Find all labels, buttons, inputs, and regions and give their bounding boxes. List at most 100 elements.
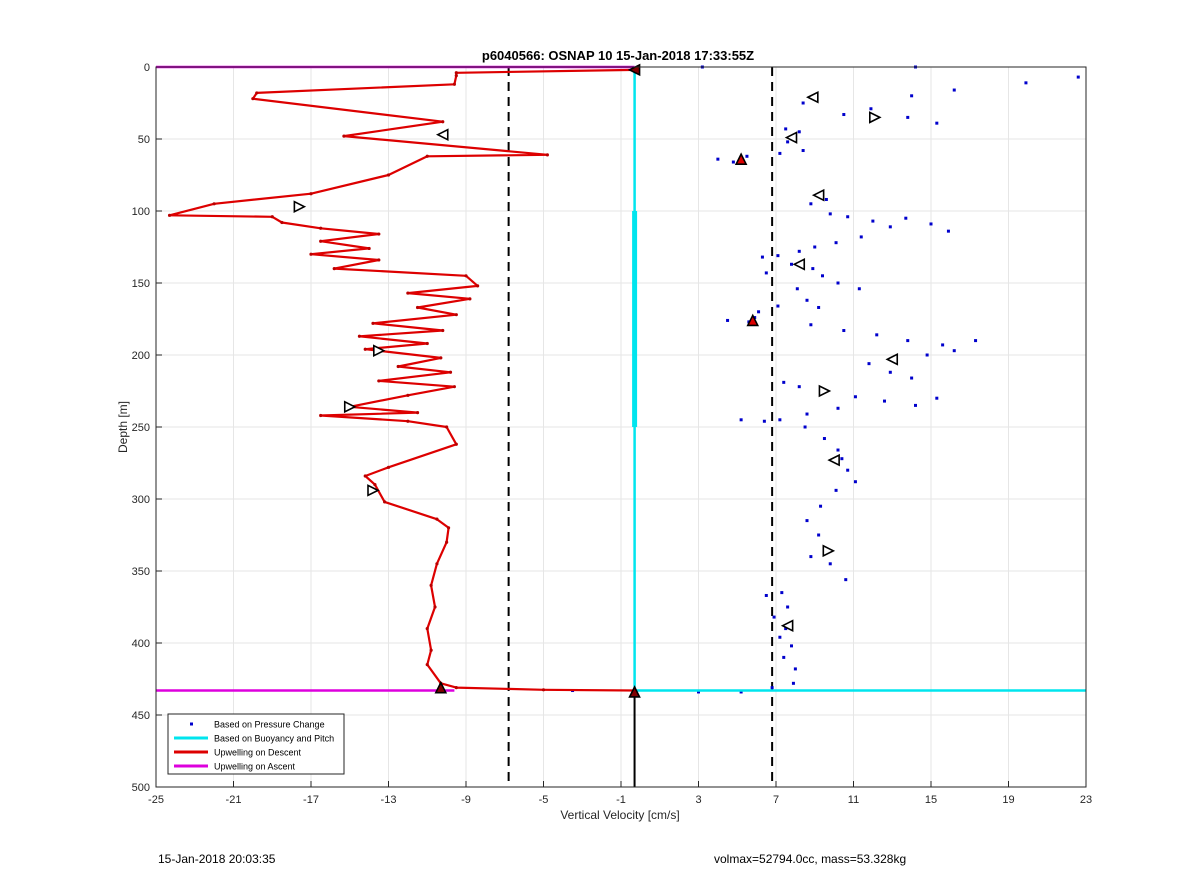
data-point xyxy=(786,605,790,609)
data-point xyxy=(869,107,873,111)
footer-timestamp: 15-Jan-2018 20:03:35 xyxy=(158,852,276,866)
data-point xyxy=(454,71,458,75)
direction-marker xyxy=(885,353,899,366)
y-tick-label: 200 xyxy=(132,350,150,362)
data-point xyxy=(468,297,472,301)
data-point xyxy=(371,321,375,325)
data-point xyxy=(454,686,458,690)
data-point xyxy=(821,274,824,278)
data-point xyxy=(853,480,857,484)
data-point xyxy=(842,113,846,117)
data-point xyxy=(805,412,809,416)
direction-marker xyxy=(818,384,832,398)
data-point xyxy=(809,202,813,206)
direction-marker xyxy=(628,685,641,698)
data-point xyxy=(764,271,768,275)
x-axis-label: Vertical Velocity [cm/s] xyxy=(560,808,679,822)
data-point xyxy=(813,245,817,249)
data-point xyxy=(357,334,362,338)
data-point xyxy=(270,215,274,219)
data-point xyxy=(801,101,805,105)
data-point xyxy=(760,255,764,259)
data-point xyxy=(739,690,743,694)
direction-marker xyxy=(373,344,386,357)
data-point xyxy=(363,347,367,351)
direction-marker xyxy=(734,152,748,165)
data-point xyxy=(910,94,914,98)
legend-label: Upwelling on Ascent xyxy=(214,762,296,772)
direction-marker xyxy=(827,453,840,467)
direction-marker xyxy=(367,484,380,497)
direction-marker xyxy=(780,619,794,633)
data-point xyxy=(406,393,410,397)
data-point xyxy=(952,349,956,353)
x-tick-label: 23 xyxy=(1080,794,1092,806)
y-tick-label: 250 xyxy=(132,422,150,434)
y-tick-label: 150 xyxy=(132,278,150,290)
data-point xyxy=(780,591,784,595)
data-point xyxy=(809,323,813,327)
data-point xyxy=(846,215,850,219)
data-point xyxy=(415,305,420,310)
x-tick-label: -1 xyxy=(616,794,626,806)
x-tick-label: 3 xyxy=(695,794,701,806)
data-point xyxy=(386,173,391,177)
data-point xyxy=(925,353,929,357)
data-point xyxy=(914,403,917,407)
data-point xyxy=(319,226,323,230)
data-point xyxy=(822,437,826,441)
data-point xyxy=(797,249,801,253)
data-point xyxy=(406,291,410,295)
data-point xyxy=(867,362,871,366)
legend-box xyxy=(167,713,345,775)
data-point xyxy=(386,465,391,469)
data-point xyxy=(445,425,449,429)
data-point xyxy=(824,197,828,201)
data-point xyxy=(441,120,445,124)
data-point xyxy=(425,627,429,631)
x-tick-label: 7 xyxy=(773,794,779,806)
data-point xyxy=(857,287,861,291)
y-tick-label: 50 xyxy=(138,134,150,146)
data-point xyxy=(790,644,793,648)
data-point xyxy=(910,376,914,380)
data-point xyxy=(836,448,840,452)
data-point xyxy=(1076,75,1080,79)
data-point xyxy=(446,526,451,530)
y-tick-label: 0 xyxy=(144,62,150,74)
data-point xyxy=(716,157,720,161)
data-point xyxy=(828,212,832,216)
y-tick-label: 100 xyxy=(132,206,150,218)
data-point xyxy=(452,82,456,86)
data-point xyxy=(762,419,766,423)
y-tick-label: 350 xyxy=(132,566,150,578)
data-point xyxy=(377,379,381,383)
data-point xyxy=(425,663,429,667)
data-point xyxy=(834,488,838,492)
data-point xyxy=(367,246,371,251)
data-point xyxy=(280,220,284,225)
legend: Based on Pressure Change Based on Buoyanc… xyxy=(167,713,345,775)
data-point xyxy=(429,648,433,652)
direction-marker xyxy=(746,313,760,327)
data-point xyxy=(441,328,445,333)
y-tick-label: 450 xyxy=(132,710,150,722)
direction-marker xyxy=(434,680,448,694)
grid xyxy=(155,66,1087,788)
x-tick-label: -21 xyxy=(226,794,242,806)
direction-marker xyxy=(792,257,806,271)
data-point xyxy=(778,151,782,155)
data-point xyxy=(377,258,381,262)
data-point xyxy=(875,333,879,337)
x-tick-label: -9 xyxy=(461,794,471,806)
data-point xyxy=(834,241,838,245)
data-point xyxy=(731,160,735,164)
data-point xyxy=(167,213,172,217)
data-point xyxy=(946,229,950,233)
data-point xyxy=(545,153,549,157)
data-point xyxy=(786,140,790,144)
data-point xyxy=(452,385,456,389)
direction-marker xyxy=(869,111,882,124)
data-point xyxy=(817,305,821,309)
